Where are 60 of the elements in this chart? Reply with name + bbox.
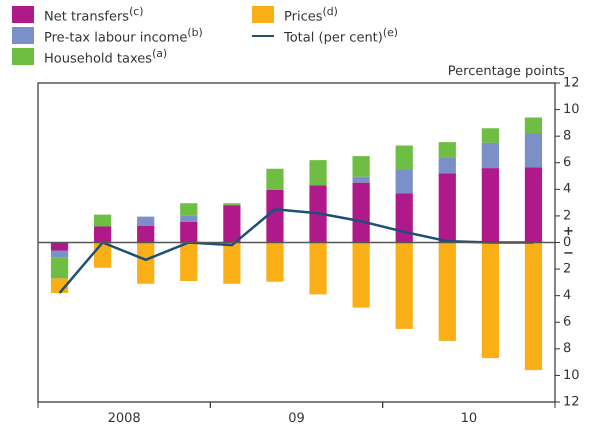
bar	[180, 222, 198, 242]
bar	[438, 142, 456, 158]
bar	[137, 226, 154, 242]
bar	[50, 250, 68, 258]
legend-label: Total (per cent)$^{(e)}$	[284, 26, 398, 46]
bar	[396, 145, 413, 170]
bar	[309, 242, 327, 294]
bar	[94, 214, 112, 227]
bar	[137, 216, 154, 226]
y-tick-label: 4	[563, 288, 572, 304]
y-tick-label: 10	[563, 102, 580, 117]
bar	[396, 242, 413, 329]
legend-label: Pre-tax labour income$^{(b)}$	[44, 26, 203, 46]
bar	[180, 216, 198, 222]
bar	[266, 190, 284, 242]
bar	[309, 185, 327, 242]
bar	[180, 203, 198, 216]
bar	[352, 182, 370, 242]
bar	[482, 142, 499, 168]
y-axis-title: Percentage points	[448, 64, 565, 79]
bar	[180, 242, 198, 282]
bar	[352, 242, 370, 308]
bar	[524, 118, 542, 134]
bar	[482, 128, 499, 143]
bar	[524, 242, 542, 370]
bar	[438, 157, 456, 174]
bar	[524, 167, 542, 242]
bar	[223, 205, 240, 242]
bar	[396, 193, 413, 242]
bar	[524, 134, 542, 168]
y-tick-label: 6	[563, 155, 572, 170]
bar	[482, 168, 499, 242]
bar	[438, 242, 456, 341]
bar	[352, 176, 370, 183]
y-tick-label: 4	[563, 182, 572, 197]
y-tick-label: 2	[563, 208, 572, 224]
text: 10	[460, 410, 478, 426]
bar	[50, 257, 68, 278]
bar	[438, 173, 456, 242]
bar	[266, 242, 284, 282]
y-tick-label: 12	[563, 394, 580, 410]
y-tick-label: 2	[563, 261, 572, 276]
bar	[352, 156, 370, 177]
bar	[137, 242, 154, 284]
bar	[223, 242, 240, 284]
bar	[396, 170, 413, 194]
y-tick-label: 8	[563, 341, 572, 356]
bar	[482, 242, 499, 358]
text: 09	[288, 410, 305, 426]
legend-label: Household taxes$^{(a)}$	[44, 46, 168, 66]
bar	[94, 226, 112, 242]
y-tick-label: 6	[563, 314, 572, 330]
y-tick-label: 10	[563, 368, 580, 383]
y-tick-label: 8	[563, 128, 572, 144]
legend-label: Prices$^{(d)}$	[284, 4, 338, 24]
bar	[309, 160, 327, 186]
bar	[266, 168, 284, 190]
text: 2008	[108, 410, 141, 426]
legend-label: Net transfers$^{(c)}$	[44, 4, 144, 24]
y-tick-label: 12	[563, 75, 580, 90]
